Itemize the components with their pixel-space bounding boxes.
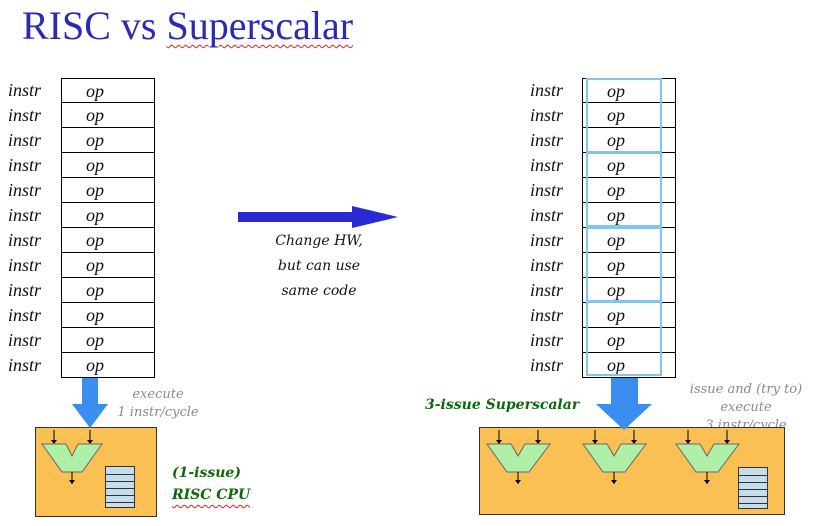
superscalar-register-file-icon: [738, 467, 768, 509]
op-cell: op: [61, 228, 155, 253]
op-cell: op: [582, 153, 676, 178]
instr-label: instr: [530, 130, 564, 150]
op-cell: op: [61, 78, 155, 103]
risc-alu-icon: [41, 430, 103, 484]
instr-label: instr: [8, 80, 42, 100]
instr-label: instr: [530, 305, 564, 325]
risc-cpu-label-line-2: RISC CPU: [172, 487, 251, 503]
left-down-arrow-icon: [72, 378, 108, 428]
instr-label: instr: [530, 355, 564, 375]
op-cell: op: [61, 353, 155, 378]
superscalar-alu-1-icon: [486, 430, 551, 484]
instr-label: instr: [8, 105, 42, 125]
risc-register-file-icon: [105, 466, 135, 508]
execute-note: execute 1 instr/cycle: [108, 386, 208, 422]
op-cell: op: [61, 178, 155, 203]
op-cell: op: [61, 303, 155, 328]
execute-note-line-1: execute: [132, 387, 184, 402]
instr-label: instr: [8, 180, 42, 200]
instr-label: instr: [530, 105, 564, 125]
instr-label: instr: [8, 130, 42, 150]
title-part-superscalar: Superscalar: [166, 3, 354, 48]
instr-label: instr: [8, 205, 42, 225]
superscalar-alu-3-icon: [675, 430, 740, 484]
instr-label: instr: [8, 155, 42, 175]
slide-title: RISC vs Superscalar: [22, 2, 353, 49]
op-cell: op: [582, 253, 676, 278]
change-hw-arrow-icon: [238, 206, 398, 228]
instr-label: instr: [530, 180, 564, 200]
risc-cpu-label-line-1: (1-issue): [172, 465, 241, 481]
op-cell: op: [582, 178, 676, 203]
op-cell: op: [61, 203, 155, 228]
title-part-risc: RISC vs: [22, 3, 167, 48]
superscalar-cpu-label-text: 3-issue Superscalar: [425, 397, 580, 413]
instr-label: instr: [8, 355, 42, 375]
caption-line-1: Change HW,: [275, 233, 363, 249]
instr-label: instr: [530, 255, 564, 275]
change-hw-caption: Change HW, but can use same code: [255, 229, 383, 304]
instr-label: instr: [8, 255, 42, 275]
op-cell: op: [61, 278, 155, 303]
instr-label: instr: [530, 230, 564, 250]
op-cell: op: [582, 353, 676, 378]
op-cell: op: [61, 128, 155, 153]
risc-cpu-label: (1-issue) RISC CPU: [172, 462, 250, 506]
instr-label: instr: [530, 280, 564, 300]
op-cell: op: [582, 328, 676, 353]
execute-note-line-2: 1 instr/cycle: [117, 405, 199, 420]
instr-label: instr: [530, 205, 564, 225]
instr-label: instr: [8, 305, 42, 325]
op-cell: op: [61, 328, 155, 353]
instr-label: instr: [8, 230, 42, 250]
superscalar-cpu-label: 3-issue Superscalar: [425, 397, 579, 413]
right-down-arrow-icon: [596, 378, 652, 430]
instr-label: instr: [530, 155, 564, 175]
op-cell: op: [582, 103, 676, 128]
issue-group-4: [586, 301, 662, 376]
op-cell: op: [61, 103, 155, 128]
instr-label: instr: [8, 280, 42, 300]
instr-label: instr: [8, 330, 42, 350]
op-cell: op: [582, 303, 676, 328]
issue-note-line-1: issue and (try to) execute: [689, 382, 803, 415]
instr-label: instr: [530, 80, 564, 100]
instr-label: instr: [530, 330, 564, 350]
op-cell: op: [582, 228, 676, 253]
superscalar-alu-2-icon: [582, 430, 647, 484]
caption-line-2: but can use: [277, 258, 361, 274]
op-cell: op: [61, 153, 155, 178]
op-cell: op: [61, 253, 155, 278]
issue-group-2: [586, 152, 662, 227]
caption-line-3: same code: [281, 283, 357, 299]
